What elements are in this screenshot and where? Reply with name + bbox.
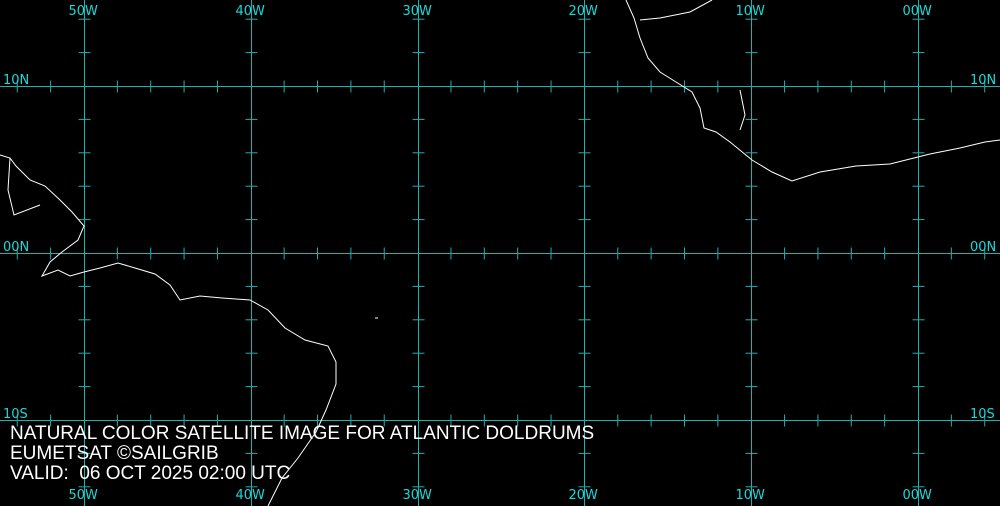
lat-label-left: 10N — [3, 72, 30, 88]
lat-label-right: 00N — [970, 239, 997, 255]
lon-label-bottom: 50W — [68, 488, 98, 503]
caption-title: NATURAL COLOR SATELLITE IMAGE FOR ATLANT… — [10, 423, 595, 444]
lat-label-left: 00N — [3, 239, 30, 255]
lon-label-bottom: 00W — [902, 488, 932, 503]
coastline-africa — [625, 0, 1000, 182]
border-west-africa — [639, 0, 713, 21]
lon-label-bottom: 20W — [568, 488, 598, 503]
lon-label-top: 50W — [68, 4, 98, 19]
caption-valid-time: VALID: 06 OCT 2025 02:00 UTC — [10, 463, 291, 484]
map-caption: NATURAL COLOR SATELLITE IMAGE FOR ATLANT… — [10, 424, 594, 484]
lon-label-top: 00W — [902, 4, 932, 19]
lon-label-top: 20W — [568, 4, 598, 19]
lon-label-top: 40W — [235, 4, 265, 19]
lat-label-right: 10S — [970, 406, 995, 422]
coastline-south-america — [0, 154, 337, 506]
lat-label-right: 10N — [970, 72, 997, 88]
lon-label-top: 10W — [735, 4, 765, 19]
border-guiana — [7, 157, 41, 216]
lon-label-top: 30W — [402, 4, 432, 19]
lon-label-bottom: 30W — [402, 488, 432, 503]
lon-label-bottom: 40W — [235, 488, 265, 503]
lon-label-bottom: 10W — [735, 488, 765, 503]
border-ivory-ghana — [739, 89, 746, 131]
lat-label-left: 10S — [3, 406, 28, 422]
caption-credit: EUMETSAT ©SAILGRIB — [10, 443, 219, 464]
